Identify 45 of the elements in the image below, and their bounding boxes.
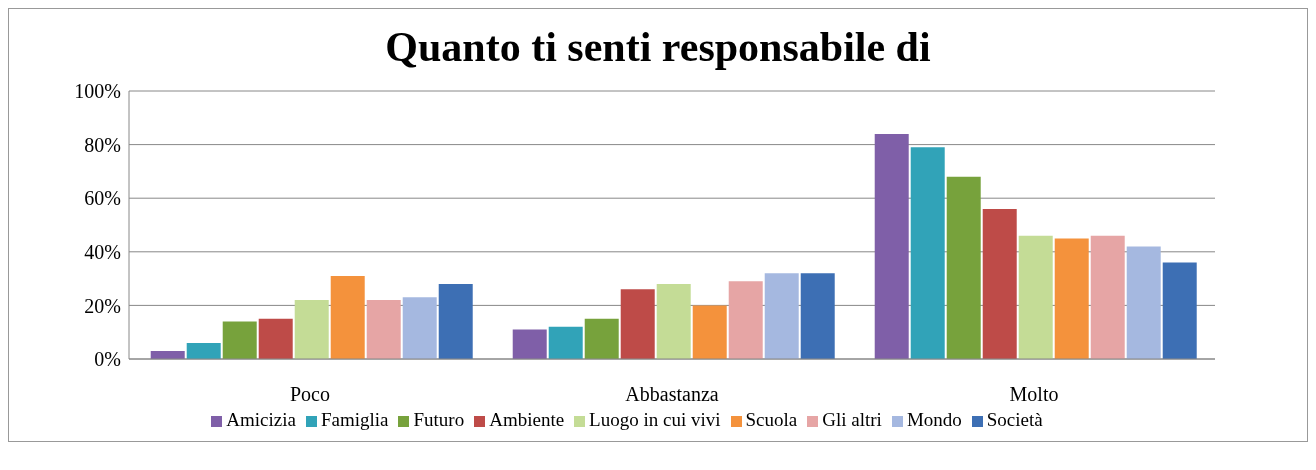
bar [946, 176, 981, 359]
legend-label: Famiglia [320, 409, 389, 430]
y-tick-label: 20% [84, 294, 121, 317]
y-tick-label: 60% [84, 187, 121, 210]
bar [186, 342, 221, 359]
bar [438, 283, 473, 359]
y-tick-label: 100% [74, 80, 121, 103]
x-tick-label: Molto [1009, 383, 1059, 406]
bar [548, 326, 583, 359]
bar [222, 321, 257, 359]
bar [728, 281, 763, 359]
bar [1090, 235, 1125, 359]
legend-label: Futuro [413, 409, 465, 430]
bar [1018, 235, 1053, 359]
y-tick-label: 0% [94, 348, 121, 371]
legend-label: Scuola [745, 409, 798, 430]
x-tick-label: Poco [290, 383, 330, 406]
bar [874, 133, 909, 359]
y-tick-label: 80% [84, 133, 121, 156]
bar [584, 318, 619, 359]
x-tick-label: Abbastanza [625, 383, 719, 406]
bar [656, 283, 691, 359]
bar [1054, 238, 1089, 359]
bar [1162, 262, 1197, 359]
legend-label: Società [986, 409, 1043, 430]
legend-label: Mondo [906, 409, 962, 430]
legend-label: Amicizia [226, 409, 296, 430]
bar [692, 305, 727, 359]
bar [800, 273, 835, 359]
legend-label: Luogo in cui vivi [589, 409, 721, 430]
bar [982, 208, 1017, 359]
bar [366, 300, 401, 359]
bar [620, 289, 655, 359]
bar [910, 147, 945, 359]
y-tick-label: 40% [84, 240, 121, 263]
bar [402, 297, 437, 359]
bar [294, 300, 329, 359]
legend-label: Gli altri [822, 409, 882, 430]
chart-title: Quanto ti senti responsabile di [384, 23, 932, 71]
bar [258, 318, 293, 359]
legend-label: Ambiente [489, 409, 565, 430]
bar [764, 273, 799, 359]
bar [1126, 246, 1161, 359]
bar [512, 329, 547, 359]
bar [330, 275, 365, 359]
